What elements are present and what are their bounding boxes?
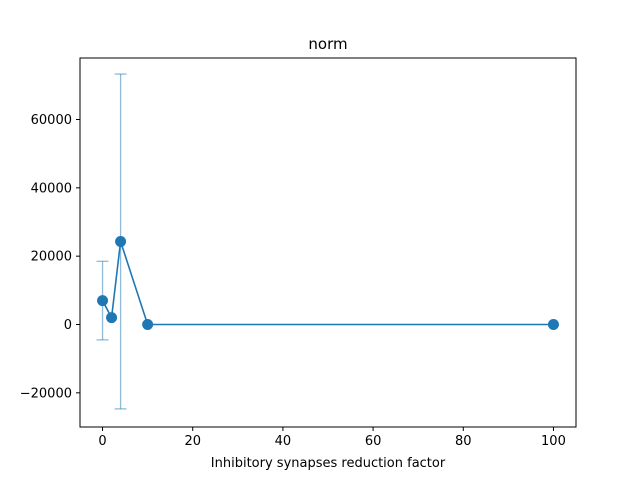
axes-frame — [79, 57, 577, 428]
x-tick-label: 80 — [455, 434, 472, 449]
x-tick-label: 20 — [184, 434, 201, 449]
y-tick-label: 60000 — [31, 113, 72, 128]
x-axis: 0 20 40 60 80 100 — [98, 427, 566, 449]
y-axis: −20000 0 20000 40000 60000 — [20, 113, 80, 401]
data-point — [142, 319, 154, 330]
x-tick-label: 0 — [98, 434, 106, 449]
chart-title: norm — [308, 35, 347, 53]
x-tick-label: 40 — [275, 434, 292, 449]
data-point — [97, 295, 109, 307]
y-tick-label: −20000 — [20, 386, 72, 401]
x-axis-label: Inhibitory synapses reduction factor — [211, 456, 446, 471]
y-tick-label: 20000 — [31, 250, 72, 265]
y-tick-label: 40000 — [31, 181, 72, 196]
y-tick-label: 0 — [64, 318, 72, 333]
series-line — [101, 241, 554, 326]
x-tick-label: 100 — [541, 434, 566, 449]
data-point — [547, 319, 559, 330]
x-tick-label: 60 — [365, 434, 382, 449]
plot-area — [96, 73, 559, 410]
data-point — [115, 235, 127, 247]
data-point — [106, 312, 118, 324]
